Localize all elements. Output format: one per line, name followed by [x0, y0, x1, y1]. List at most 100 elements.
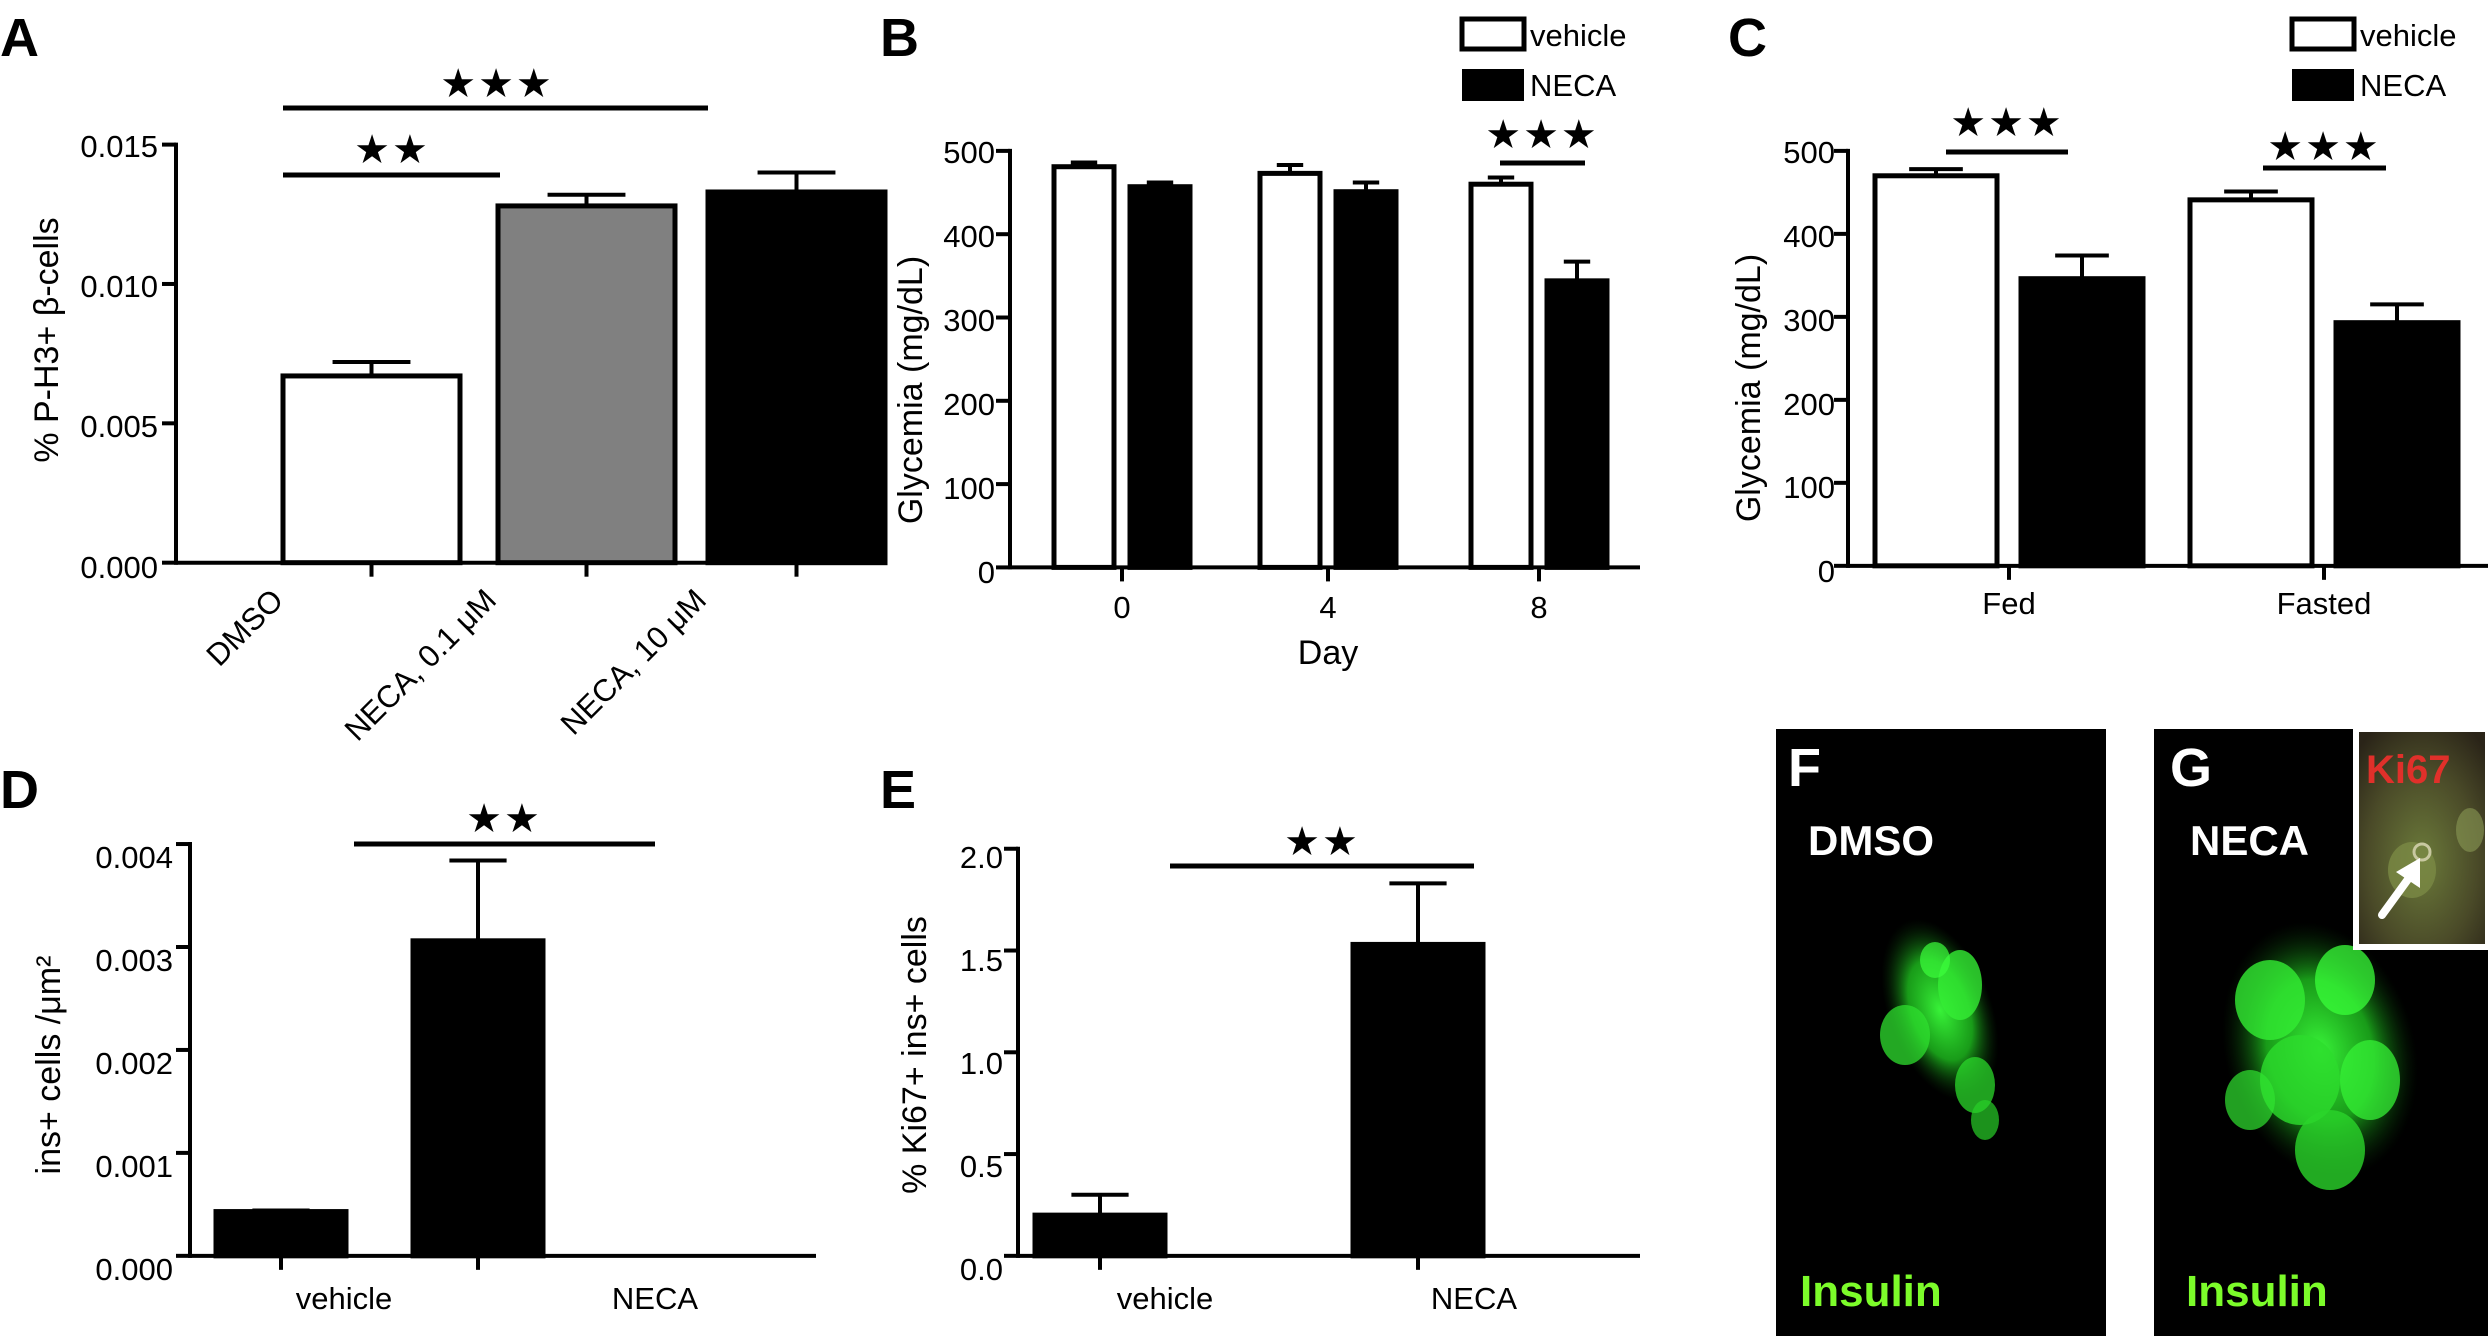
bar-1 [410, 938, 546, 1259]
panel-d-tick: 0.002 [95, 1046, 173, 1081]
sig-stars: ★★★ [2267, 125, 2381, 169]
panel-b-category-label: 0 [1113, 590, 1130, 625]
panel-d-category-label: vehicle [296, 1281, 393, 1316]
sig-stars: ★★★ [440, 62, 554, 106]
panel-d-tick: 0.004 [95, 840, 173, 875]
bar-neca [2333, 320, 2461, 569]
panel-c-tick: 500 [1783, 135, 1835, 170]
panel-b-tick: 200 [943, 387, 995, 422]
panel-b-categories: 0 4 8 [1113, 590, 1547, 625]
panel-b-tick: 300 [943, 303, 995, 338]
panel-c-tick: 200 [1783, 387, 1835, 422]
panel-b-tick: 0 [978, 555, 995, 590]
panel-d-significance: ★★ [354, 797, 655, 847]
panel-c-significance: ★★★ ★★★ [1946, 101, 2386, 171]
panel-e-tick: 0.0 [960, 1252, 1003, 1287]
panel-d-tick-labels: 0.000 0.001 0.002 0.003 0.004 [95, 840, 173, 1287]
panel-a-categories: DMSO NECA, 0.1 μM NECA, 10 μM [199, 582, 713, 747]
panel-c-tick: 400 [1783, 219, 1835, 254]
treatment-label-neca: NECA [2190, 817, 2309, 864]
legend-swatch-vehicle [1459, 16, 1527, 52]
panel-b-tick-labels: 0 100 200 300 400 500 [943, 135, 995, 590]
panel-f-micrograph: F DMSO Insulin [1776, 729, 2106, 1336]
panel-c-ylabel: Glycemia (mg/dL) [1730, 254, 1768, 522]
panel-c-category-label: Fed [1982, 586, 2035, 621]
stain-label-insulin: Insulin [1800, 1267, 1942, 1316]
panel-a-tick-labels: 0.000 0.005 0.010 0.015 [80, 129, 158, 585]
panel-e: E % Ki67+ ins+ cells 0.0 0.5 1.0 1.5 2.0… [880, 760, 1640, 1316]
bar-neca [1544, 278, 1610, 570]
bar-vehicle [2187, 197, 2315, 569]
sig-stars: ★★★ [1485, 113, 1599, 157]
panel-a-ylabel: % P-H3+ β-cells [28, 217, 66, 462]
bar-1 [1350, 941, 1486, 1259]
sig-stars: ★★★ [1950, 101, 2064, 145]
panel-b-category-label: 4 [1319, 590, 1336, 625]
panel-d-tick: 0.003 [95, 943, 173, 978]
panel-c-tick: 100 [1783, 470, 1835, 505]
insulin-islet-dmso [1880, 918, 1999, 1140]
panel-letter-a: A [0, 8, 39, 68]
ki67-inset: Ki67 [2353, 726, 2488, 950]
panel-a: A % P-H3+ β-cells 0.000 0.005 0.010 0.01… [0, 8, 888, 747]
panel-letter-d: D [0, 760, 39, 820]
arrow-icon [2378, 858, 2420, 919]
panel-letter-f: F [1788, 738, 1821, 798]
panel-a-bars [280, 170, 888, 566]
panel-a-tick: 0.015 [80, 129, 158, 164]
panel-d-ylabel: ins+ cells /μm² [30, 956, 68, 1175]
panel-e-categories: vehicle NECA [1117, 1281, 1518, 1316]
panel-b-category-label: 8 [1530, 590, 1547, 625]
panel-d: D ins+ cells /μm² 0.000 0.001 0.002 0.00… [0, 760, 816, 1316]
legend-label-neca: NECA [2360, 68, 2446, 103]
sig-stars: ★★ [354, 128, 430, 172]
panel-b-tick: 100 [943, 471, 995, 506]
bar-vehicle [1051, 164, 1117, 570]
panel-a-category-label: DMSO [199, 582, 290, 673]
panel-b-bars [1051, 160, 1610, 570]
bar-0 [213, 1209, 349, 1259]
panel-letter-g: G [2170, 738, 2212, 798]
legend-label-neca: NECA [1530, 68, 1616, 103]
panel-letter-e: E [880, 760, 916, 820]
insulin-islet-neca [2222, 922, 2418, 1190]
panel-letter-c: C [1728, 8, 1767, 68]
panel-b-significance: ★★★ [1485, 113, 1599, 166]
bar-vehicle [1257, 170, 1323, 570]
panel-e-category-label: NECA [1431, 1281, 1517, 1316]
panel-b: B Glycemia (mg/dL) Day 0 100 200 300 400… [880, 8, 1640, 672]
legend-swatch-neca [2292, 69, 2354, 101]
bar-neca [1127, 184, 1193, 570]
panel-e-tick-labels: 0.0 0.5 1.0 1.5 2.0 [960, 840, 1003, 1287]
panel-c-legend: vehicle NECA [2289, 16, 2457, 103]
legend-swatch-neca [1462, 69, 1524, 101]
panel-e-bars [1032, 881, 1486, 1259]
panel-e-significance: ★★ [1170, 820, 1474, 869]
panel-a-tick: 0.000 [80, 550, 158, 585]
panel-d-bars [213, 858, 546, 1259]
bar-vehicle [1872, 173, 2000, 569]
panel-b-tick: 500 [943, 135, 995, 170]
bar-vehicle [1468, 181, 1534, 570]
legend-swatch-vehicle [2289, 16, 2357, 52]
panel-d-tick: 0.000 [95, 1252, 173, 1287]
panel-e-tick: 1.0 [960, 1046, 1003, 1081]
panel-c-tick: 0 [1818, 554, 1835, 589]
bar-neca [2018, 276, 2146, 569]
stain-label-insulin: Insulin [2186, 1267, 2328, 1316]
sig-stars: ★★ [466, 797, 542, 841]
bar-1 [495, 203, 678, 566]
panel-c-categories: Fed Fasted [1982, 586, 2371, 621]
bar-neca [1333, 189, 1399, 570]
panel-c-category-label: Fasted [2277, 586, 2372, 621]
panel-b-legend: vehicle NECA [1459, 16, 1627, 103]
panel-d-tick: 0.001 [95, 1149, 173, 1184]
treatment-label-dmso: DMSO [1808, 817, 1934, 864]
panel-a-category-label: NECA, 10 μM [554, 582, 713, 741]
panel-a-tick: 0.010 [80, 269, 158, 304]
panel-e-tick: 2.0 [960, 840, 1003, 875]
panel-e-tick: 1.5 [960, 943, 1003, 978]
bar-0 [1032, 1212, 1168, 1259]
panel-a-category-label: NECA, 0.1 μM [338, 582, 503, 747]
bar-0 [280, 373, 463, 566]
